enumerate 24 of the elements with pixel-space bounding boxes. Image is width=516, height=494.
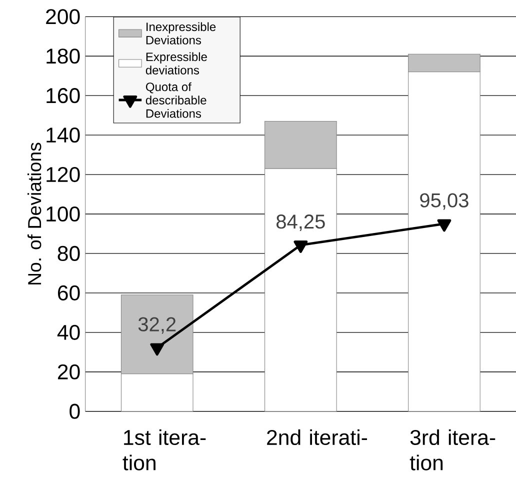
data-label: 32,2 xyxy=(138,317,176,334)
x-tick-label: 2nd iterati- xyxy=(267,429,367,446)
y-tick-label: 120 xyxy=(46,166,80,182)
data-label: 84,25 xyxy=(276,214,325,232)
point xyxy=(150,343,164,356)
point xyxy=(437,219,452,232)
legend-label: Inexpressible Deviations xyxy=(146,22,216,44)
point xyxy=(294,240,308,253)
y-tick-label: 180 xyxy=(46,48,80,64)
x-tick-label: 1st itera- tion xyxy=(122,429,206,470)
legend-label: Expressible deviations xyxy=(146,52,207,74)
y-tick-label: 40 xyxy=(57,324,80,340)
y-axis-title: No. of Deviations xyxy=(28,142,42,284)
legend-label: Quota of describable Deviations xyxy=(146,82,206,118)
y-tick-label: 60 xyxy=(58,285,80,300)
y-tick-label: 160 xyxy=(46,88,80,104)
y-tick-label: 140 xyxy=(46,128,80,143)
y-tick-label: 80 xyxy=(58,246,80,262)
data-label: 95,03 xyxy=(420,193,468,210)
y-tick-label: 0 xyxy=(70,404,80,419)
x-tick-label: 3rd itera- tion xyxy=(410,429,496,470)
y-tick-label: 200 xyxy=(46,9,80,24)
y-tick-label: 20 xyxy=(58,364,80,380)
y-tick-label: 100 xyxy=(46,206,80,222)
